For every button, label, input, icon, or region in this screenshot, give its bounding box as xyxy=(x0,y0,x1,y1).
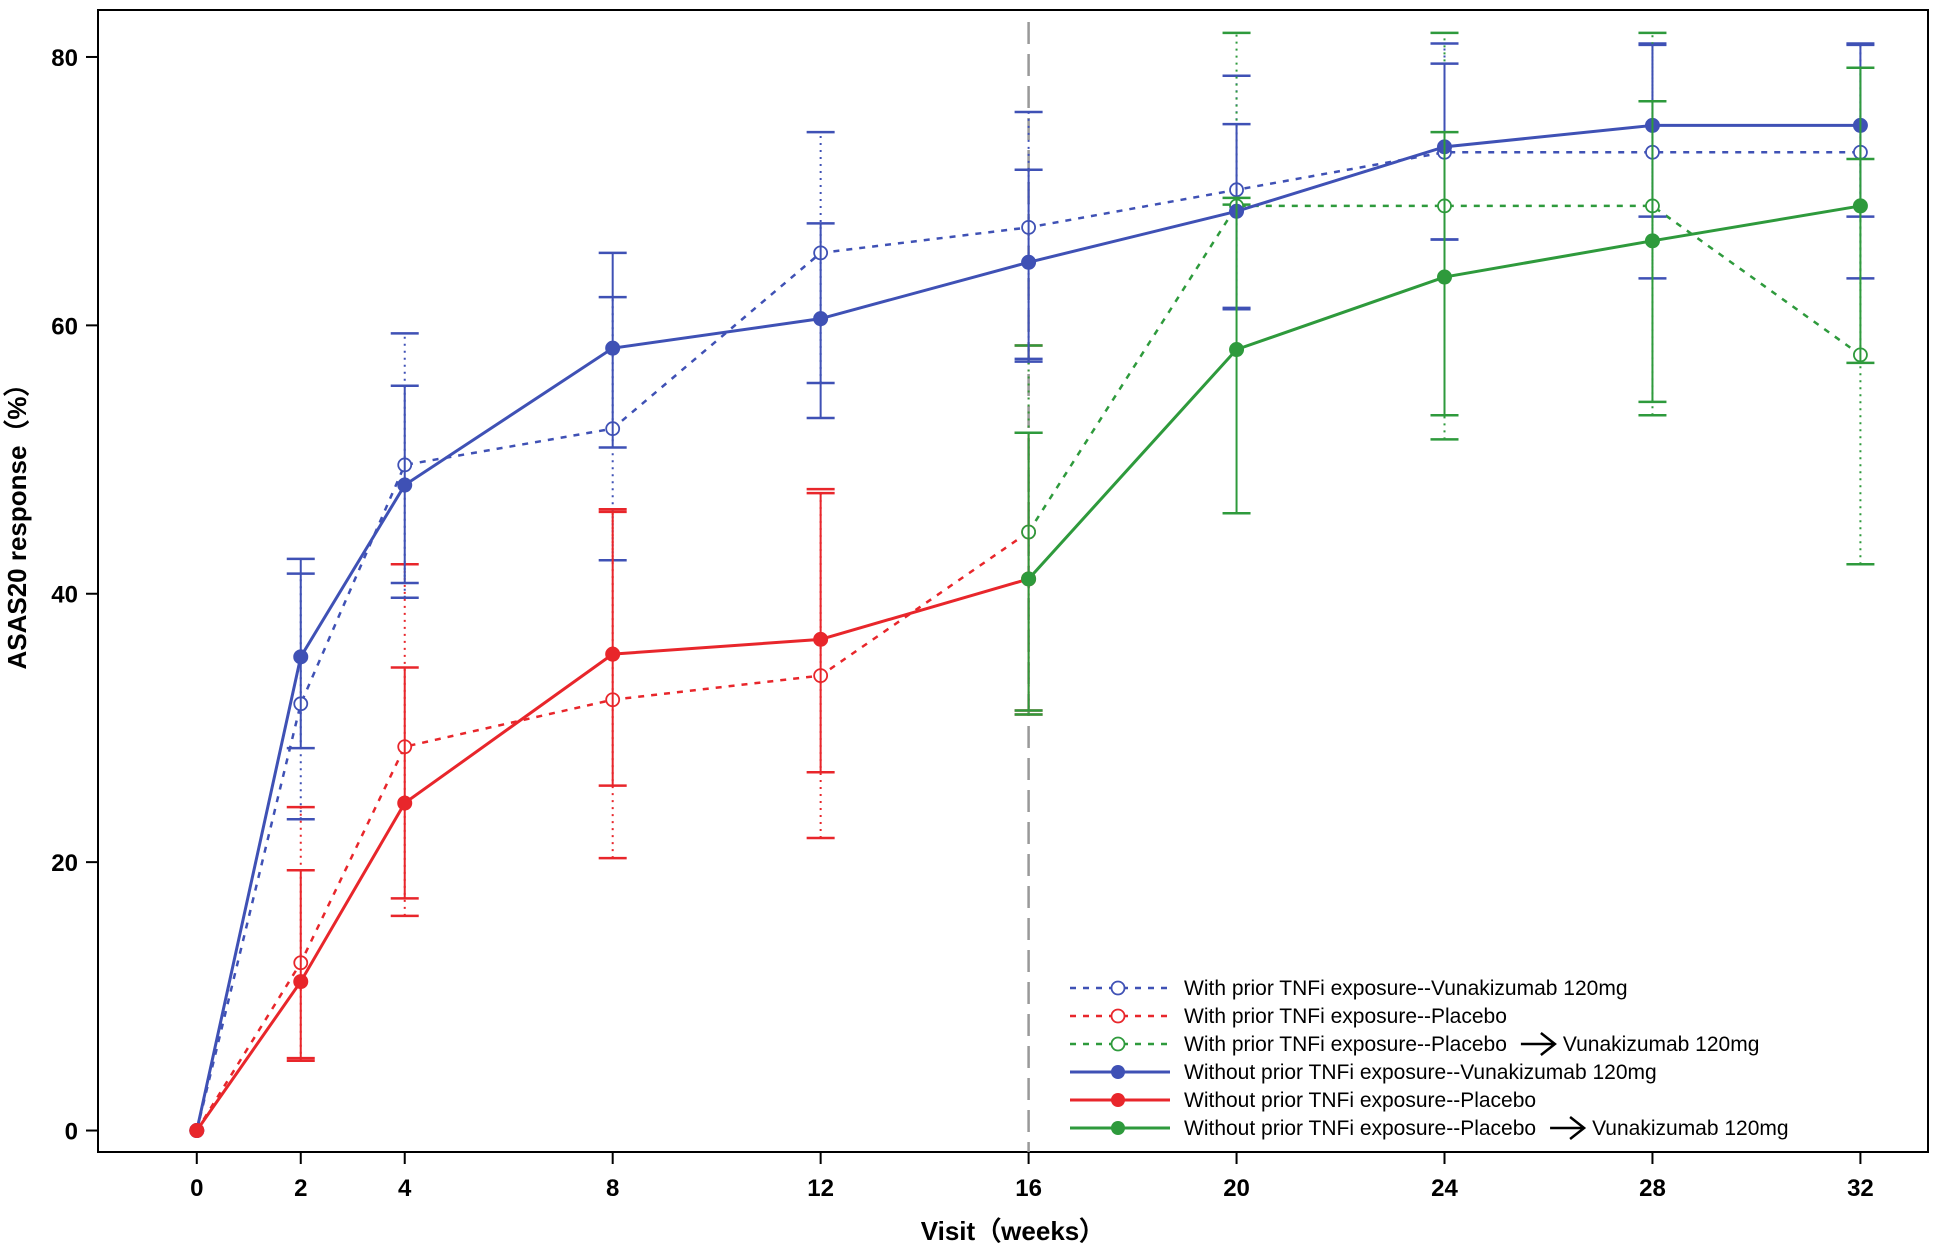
legend-marker xyxy=(1111,1121,1125,1135)
data-point xyxy=(293,649,309,665)
x-axis-title: Visit（weeks） xyxy=(921,1216,1106,1246)
x-tick-label: 32 xyxy=(1847,1175,1874,1202)
legend-marker xyxy=(1111,1065,1125,1079)
data-point xyxy=(397,795,413,811)
data-point xyxy=(1021,571,1037,587)
y-tick-label: 60 xyxy=(51,313,78,340)
data-point xyxy=(605,646,621,662)
series-line xyxy=(195,577,1030,1132)
y-tick-label: 80 xyxy=(51,45,78,72)
arrow-right-icon xyxy=(1550,1116,1587,1140)
x-tick-label: 20 xyxy=(1223,1175,1250,1202)
legend-label: With prior TNFi exposure--Placebo xyxy=(1184,1033,1507,1056)
y-tick-label: 40 xyxy=(51,582,78,609)
legend-marker xyxy=(1110,1036,1126,1052)
series-2 xyxy=(189,344,1043,1138)
data-point xyxy=(1229,342,1245,358)
x-tick-label: 16 xyxy=(1015,1175,1042,1202)
arrow-right-icon xyxy=(1520,1032,1557,1056)
y-tick-label: 20 xyxy=(51,850,78,877)
series-line xyxy=(195,530,1030,1132)
legend-marker xyxy=(1111,1093,1125,1107)
x-tick-label: 24 xyxy=(1431,1175,1458,1202)
legend: With prior TNFi exposure--Vunakizumab 12… xyxy=(1070,977,1789,1140)
x-tick-label: 2 xyxy=(294,1175,307,1202)
legend-label: Without prior TNFi exposure--Vunakizumab… xyxy=(1184,1061,1657,1084)
legend-label: Without prior TNFi exposure--Placebo xyxy=(1184,1089,1536,1112)
data-point xyxy=(1437,269,1453,285)
x-tick-label: 8 xyxy=(606,1175,619,1202)
legend-label-suffix: Vunakizumab 120mg xyxy=(1592,1117,1789,1140)
series-1 xyxy=(189,42,1875,1138)
y-tick-label: 0 xyxy=(65,1119,78,1146)
series-6 xyxy=(1014,66,1875,712)
y-axis-title: ASAS20 response（%） xyxy=(2,370,32,669)
data-point xyxy=(605,340,621,356)
legend-label: With prior TNFi exposure--Vunakizumab 12… xyxy=(1184,977,1628,1000)
data-point xyxy=(1644,233,1660,249)
data-point xyxy=(293,974,309,990)
x-tick-label: 12 xyxy=(807,1175,834,1202)
data-point xyxy=(813,631,829,647)
legend-marker xyxy=(1110,1008,1126,1024)
legend-label: Without prior TNFi exposure--Placebo xyxy=(1184,1117,1536,1140)
series-4 xyxy=(189,43,1875,1139)
legend-marker xyxy=(1110,980,1126,996)
legend-label-suffix: Vunakizumab 120mg xyxy=(1563,1033,1760,1056)
data-point xyxy=(189,1123,205,1139)
series-5 xyxy=(189,431,1043,1139)
series-line xyxy=(195,150,1861,1131)
x-tick-label: 4 xyxy=(398,1175,412,1202)
data-point xyxy=(813,311,829,327)
data-point xyxy=(1852,198,1868,214)
data-point xyxy=(1021,254,1037,270)
legend-label: With prior TNFi exposure--Placebo xyxy=(1184,1005,1507,1028)
series-line xyxy=(195,123,1861,1131)
data-point xyxy=(397,477,413,493)
x-tick-label: 28 xyxy=(1639,1175,1666,1202)
series-line xyxy=(1027,204,1862,533)
plot-frame xyxy=(97,9,1929,1153)
x-tick-label: 0 xyxy=(190,1175,203,1202)
